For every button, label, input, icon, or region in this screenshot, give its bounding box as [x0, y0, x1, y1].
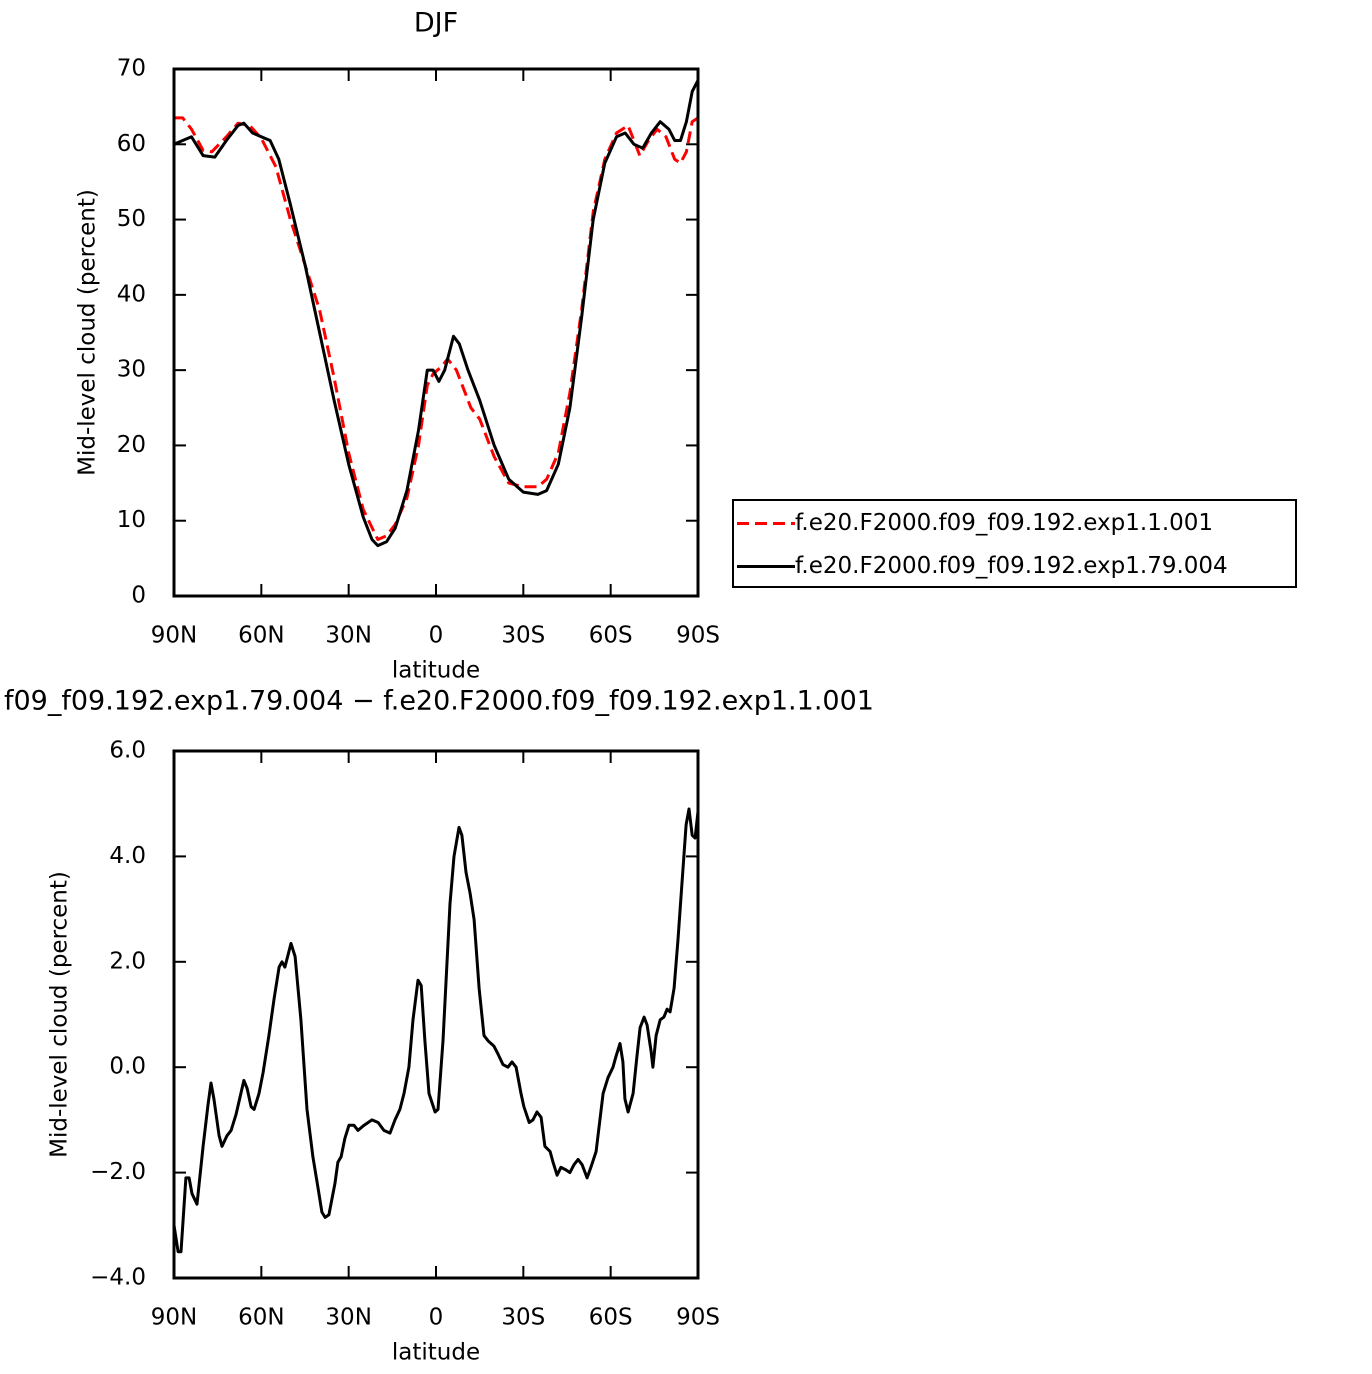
y-tick-label: 2.0 — [109, 948, 146, 974]
data-line — [173, 79, 700, 548]
chart-title: DJF — [414, 8, 458, 39]
x-tick-label: 30S — [501, 623, 545, 649]
y-tick-label: −2.0 — [90, 1159, 146, 1185]
x-tick-label: 30S — [501, 1305, 545, 1331]
y-tick-label: 0.0 — [109, 1054, 146, 1080]
y-axis-label: Mid-level cloud (percent) — [75, 189, 101, 476]
x-tick-label: 90S — [676, 1305, 720, 1331]
x-tick-label: 90N — [151, 623, 197, 649]
data-line — [174, 116, 699, 541]
x-tick-label: 90S — [676, 623, 720, 649]
y-tick-label: 50 — [117, 206, 146, 232]
x-tick-label: 30N — [325, 623, 371, 649]
x-tick-label: 60S — [589, 623, 633, 649]
x-tick-label: 60N — [238, 1305, 284, 1331]
y-axis-label: Mid-level cloud (percent) — [47, 871, 73, 1158]
legend-label: f.e20.F2000.f09_f09.192.exp1.79.004 — [795, 553, 1228, 579]
plot-frame — [172, 67, 700, 598]
y-tick-label: 4.0 — [109, 843, 146, 869]
x-axis-label: latitude — [392, 658, 480, 684]
y-tick-label: 20 — [117, 432, 146, 458]
y-tick-label: −4.0 — [90, 1265, 146, 1291]
chart-title: f09_f09.192.exp1.79.004 − f.e20.F2000.f0… — [4, 686, 874, 717]
data-line — [172, 807, 700, 1254]
y-tick-label: 60 — [117, 131, 146, 157]
x-tick-label: 30N — [325, 1305, 371, 1331]
y-tick-label: 0 — [131, 583, 146, 609]
legend-label: f.e20.F2000.f09_f09.192.exp1.1.001 — [795, 510, 1213, 536]
y-tick-label: 40 — [117, 281, 146, 307]
x-tick-label: 0 — [429, 623, 444, 649]
y-tick-label: 30 — [117, 357, 146, 383]
plot-frame — [172, 749, 700, 1280]
x-tick-label: 90N — [151, 1305, 197, 1331]
x-tick-label: 0 — [429, 1305, 444, 1331]
x-tick-label: 60N — [238, 623, 284, 649]
x-axis-label: latitude — [392, 1340, 480, 1366]
y-tick-label: 6.0 — [109, 738, 146, 764]
legend-box — [732, 499, 1297, 588]
x-tick-label: 60S — [589, 1305, 633, 1331]
y-tick-label: 70 — [117, 56, 146, 82]
y-tick-label: 10 — [117, 507, 146, 533]
